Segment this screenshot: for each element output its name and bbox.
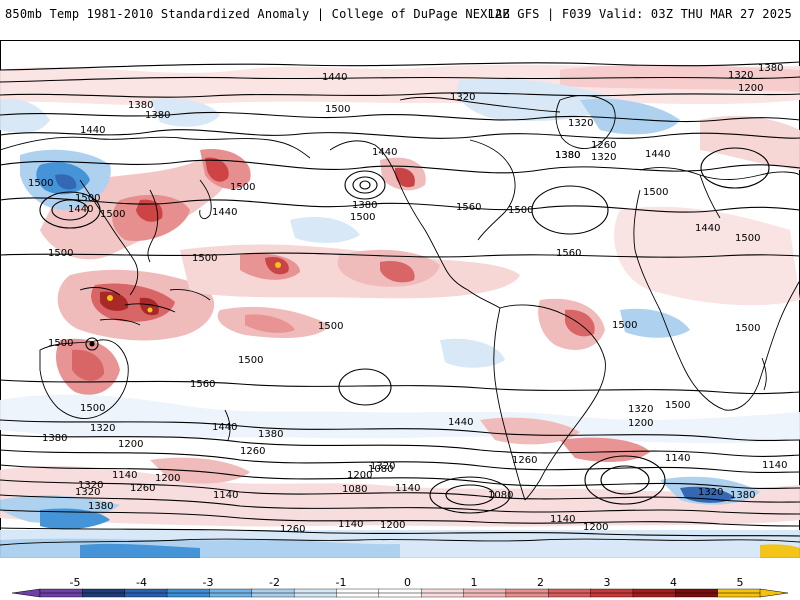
contour-label: 1500 <box>238 355 263 366</box>
contour-label: 1200 <box>380 520 405 531</box>
map-svg: 1440 1380 1320 1380 1200 1320 1380 1380 … <box>0 40 800 558</box>
contour-label: 1260 <box>130 483 155 494</box>
contour-label: 1500 <box>612 320 637 331</box>
contour-label: 1560 <box>190 379 215 390</box>
colorbar-tick-label: 4 <box>670 576 677 589</box>
contour-label: 1560 <box>456 202 481 213</box>
colorbar-tick-label: -5 <box>69 576 81 589</box>
contour-label: 1380 <box>730 490 755 501</box>
header-bar: 850mb Temp 1981-2010 Standardized Anomal… <box>0 0 800 40</box>
contour-label: 1500 <box>643 187 668 198</box>
contour-label: 1500 <box>230 182 255 193</box>
contour-label: 1200 <box>118 439 143 450</box>
height-contours <box>0 61 800 537</box>
contour-label: 1320 <box>450 92 475 103</box>
map-title: 850mb Temp 1981-2010 Standardized Anomal… <box>5 7 510 21</box>
contour-label: 1440 <box>212 422 237 433</box>
contour-label: 1320 <box>628 404 653 415</box>
contour-label: 1440 <box>372 147 397 158</box>
colorbar-tick-label: 0 <box>404 576 411 589</box>
contour-label: 1140 <box>338 519 363 530</box>
contour-label: 1440 <box>645 149 670 160</box>
contour-label: 1200 <box>738 83 763 94</box>
contour-label: 1080 <box>342 484 367 495</box>
contour-label: 1500 <box>80 403 105 414</box>
contour-label: 1500 <box>665 400 690 411</box>
contour-label: 1200 <box>628 418 653 429</box>
contour-label: 1500 <box>735 323 760 334</box>
colorbar-max-arrow <box>759 588 789 598</box>
colorbar-tick-label: 1 <box>470 576 478 589</box>
colorbar-tick-label: 2 <box>537 576 544 589</box>
contour-label: 1320 <box>728 70 753 81</box>
contour-label: 1080 <box>488 490 513 501</box>
contour-label: 1380 <box>145 110 170 121</box>
contour-label: 1200 <box>155 473 180 484</box>
contour-label: 1380 <box>758 63 783 74</box>
contour-label: 1500 <box>318 321 343 332</box>
colorbar-tick-label: -3 <box>202 576 214 589</box>
contour-label: 1560 <box>556 248 581 259</box>
colorbar-tick-label: 3 <box>603 576 611 589</box>
colorbar-min-arrow <box>11 588 41 598</box>
contour-label: 1320 <box>75 487 100 498</box>
colorbar-tick-label: -2 <box>269 576 280 589</box>
contour-label: 1140 <box>112 470 137 481</box>
anomaly-shading <box>0 64 800 558</box>
colorbar-tick-label: -4 <box>136 576 147 589</box>
contour-label: 1380 <box>88 501 113 512</box>
run-info: 12Z GFS | F039 Valid: 03Z THU MAR 27 202… <box>487 7 792 21</box>
contour-label: 1500 <box>100 209 125 220</box>
contour-label: 1260 <box>512 455 537 466</box>
colorbar: -5 -4 -3 -2 -1 0 1 2 3 4 5 <box>0 566 800 600</box>
contour-label: 1140 <box>665 453 690 464</box>
contour-label: 1320 <box>370 461 395 472</box>
contour-label: 1500 <box>48 338 73 349</box>
contour-label: 1440 <box>322 72 347 83</box>
contour-label: 1440 <box>695 223 720 234</box>
contour-label: 1500 <box>192 253 217 264</box>
contour-label: 1320 <box>90 423 115 434</box>
contour-label: 1140 <box>395 483 420 494</box>
contour-label: 1500 <box>48 248 73 259</box>
contour-label: 1380 <box>555 150 580 161</box>
contour-label: 1260 <box>591 140 616 151</box>
contour-label: 1440 <box>448 417 473 428</box>
contour-label: 1200 <box>347 470 372 481</box>
contour-label: 1320 <box>568 118 593 129</box>
contour-label: 1140 <box>213 490 238 501</box>
contour-label: 1320 <box>78 480 103 491</box>
contour-label: 1500 <box>325 104 350 115</box>
colorbar-tick-label: -1 <box>335 576 347 589</box>
contour-label: 1500 <box>350 212 375 223</box>
contour-label: 1500 <box>75 193 100 204</box>
contour-label: 1500 <box>508 205 533 216</box>
contour-label: 1380 <box>258 429 283 440</box>
contour-label: 1380 <box>128 100 153 111</box>
contour-label: 1140 <box>550 514 575 525</box>
contour-label: 1080 <box>368 464 393 475</box>
contour-labels: 1440 1380 1320 1380 1200 1320 1380 1380 … <box>28 63 787 535</box>
contour-label: 1380 <box>352 200 377 211</box>
contour-label: 1260 <box>240 446 265 457</box>
colorbar-tick-label: 5 <box>736 576 744 589</box>
contour-label: 1500 <box>735 233 760 244</box>
contour-label: 1380 <box>42 433 67 444</box>
contour-label: 1440 <box>68 204 93 215</box>
contour-label: 1440 <box>80 125 105 136</box>
contour-label: 1320 <box>591 152 616 163</box>
contour-label: 1380 <box>555 150 580 161</box>
map-panel: 1440 1380 1320 1380 1200 1320 1380 1380 … <box>0 40 800 558</box>
contour-label: 1140 <box>762 460 787 471</box>
colorbar-svg <box>11 588 789 598</box>
coastlines <box>0 94 800 546</box>
contour-label: 1320 <box>698 487 723 498</box>
contour-label: 1200 <box>583 522 608 533</box>
contour-label: 1260 <box>280 524 305 535</box>
contour-label: 1500 <box>28 178 53 189</box>
contour-label: 1440 <box>212 207 237 218</box>
